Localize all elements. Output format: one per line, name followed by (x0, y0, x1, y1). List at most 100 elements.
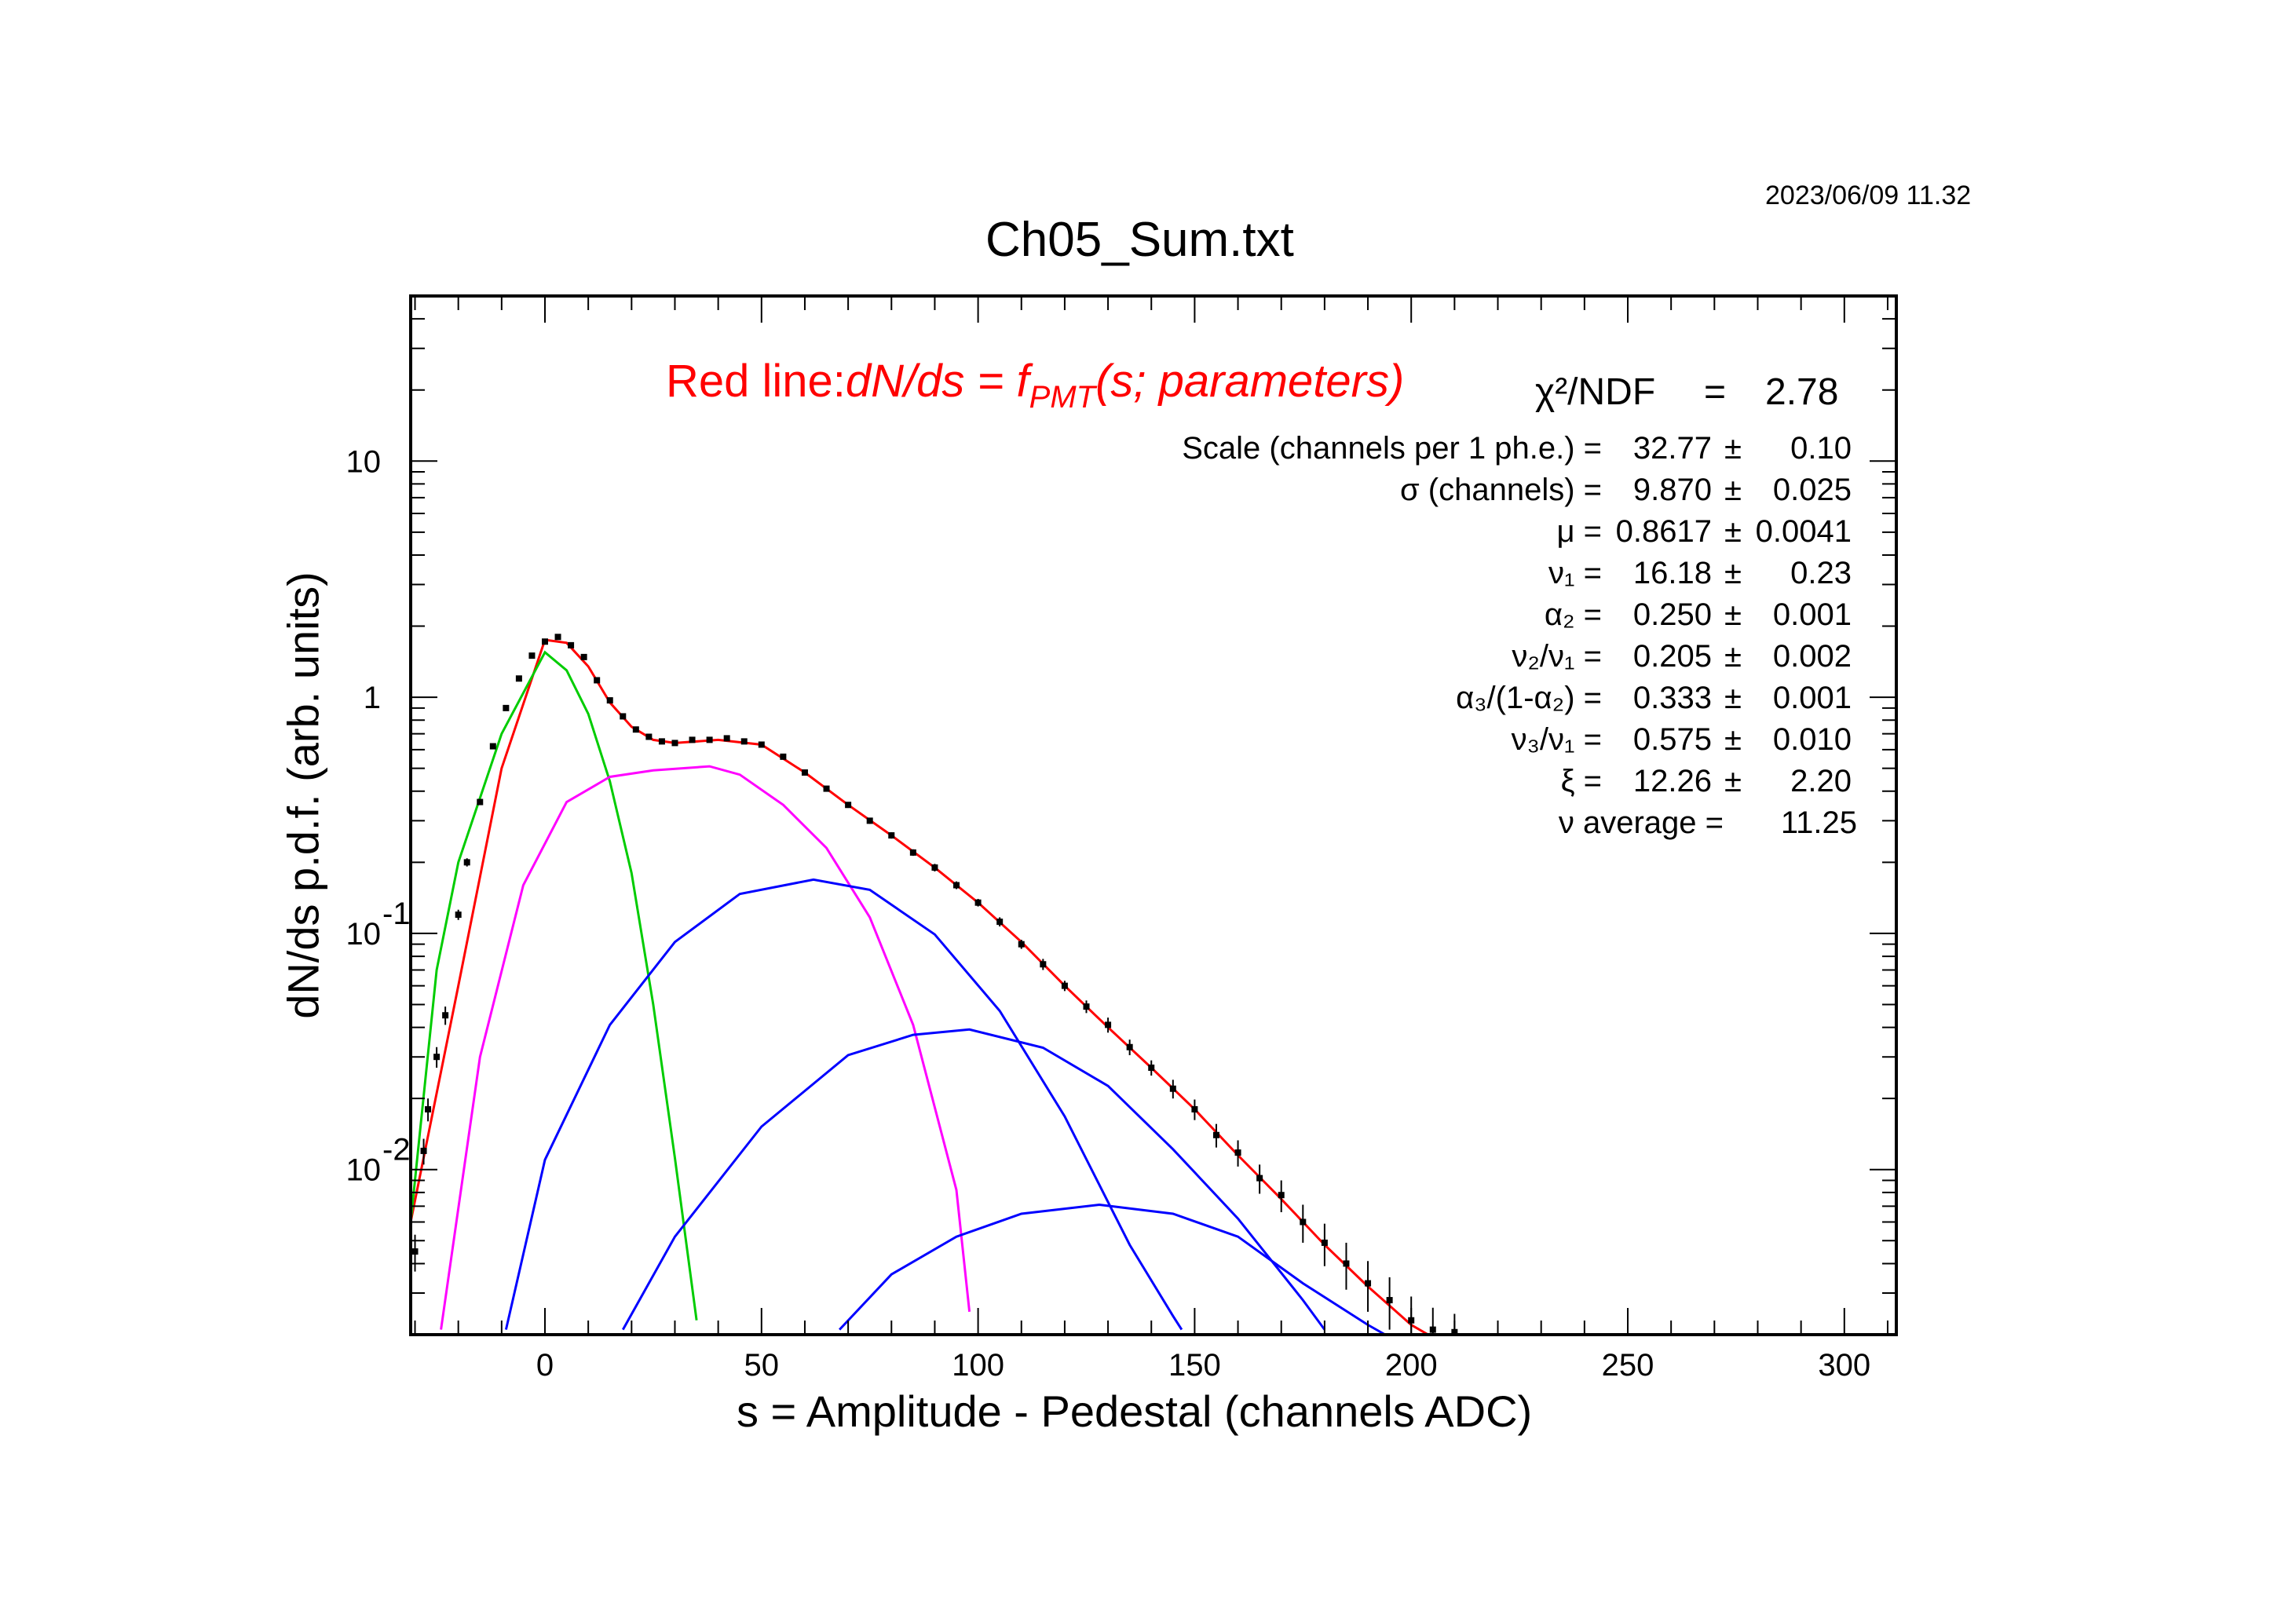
param-name: ν₃/ν₁ = (1512, 722, 1602, 757)
data-point (1343, 1260, 1350, 1267)
y-tick-exponent: -1 (382, 897, 411, 931)
param-pm: ± (1724, 681, 1742, 715)
data-point (1040, 961, 1047, 968)
param-value: 0.333 (1633, 681, 1712, 715)
data-point (845, 802, 852, 809)
param-error: 0.025 (1773, 473, 1852, 507)
y-tick-label: 1 (364, 681, 381, 715)
data-point (568, 641, 575, 648)
data-point (1018, 941, 1025, 948)
data-point (541, 638, 548, 645)
data-point (1191, 1105, 1198, 1112)
param-value: 0.575 (1633, 722, 1712, 757)
data-point (931, 864, 938, 871)
data-point (1061, 982, 1068, 989)
data-point (1234, 1149, 1241, 1156)
data-point (1429, 1326, 1436, 1333)
param-name: ν₂/ν₁ = (1512, 639, 1602, 674)
data-point (420, 1147, 427, 1154)
data-point (974, 899, 982, 906)
param-name: ν average = (1559, 806, 1724, 840)
data-point (528, 652, 536, 659)
legend-formula: Red line:dN/ds = fPMT(s; parameters) (666, 356, 1404, 415)
data-point (689, 736, 696, 743)
param-value: 9.870 (1633, 473, 1712, 507)
param-value: 11.25 (1781, 806, 1857, 840)
data-point (580, 653, 587, 660)
fit-curve-3 (504, 878, 1183, 1331)
param-error: 0.002 (1773, 639, 1852, 674)
x-tick-label: 300 (1818, 1348, 1870, 1383)
param-name: α₂ = (1545, 597, 1602, 632)
data-point (1300, 1218, 1307, 1226)
param-error: 0.001 (1773, 681, 1852, 715)
data-point (463, 859, 470, 866)
legend-suffix: (s; parameters) (1095, 356, 1404, 407)
y-tick-exponent: -2 (382, 1133, 411, 1167)
data-point (433, 1054, 441, 1061)
y-tick-label: 10 (346, 1153, 382, 1188)
data-point (620, 713, 627, 720)
data-point (645, 733, 653, 740)
fit-curve-4 (621, 1028, 1326, 1331)
data-point (1386, 1297, 1393, 1304)
data-point (780, 753, 787, 760)
data-point (671, 740, 678, 747)
param-name: Scale (channels per 1 ph.e.) = (1182, 431, 1602, 466)
data-point (515, 675, 522, 682)
data-point (1212, 1131, 1219, 1138)
param-value: 0.8617 (1616, 514, 1712, 549)
data-point (801, 769, 808, 776)
data-point (477, 798, 484, 806)
param-value: 0.205 (1633, 639, 1712, 674)
data-point (1126, 1043, 1133, 1050)
data-point (1321, 1239, 1328, 1246)
param-pm: ± (1724, 597, 1742, 632)
data-point (1105, 1021, 1112, 1028)
fit-curve-0 (411, 638, 1431, 1335)
data-point (455, 911, 462, 919)
param-error: 0.10 (1790, 431, 1852, 466)
legend-prefix: Red line: (666, 356, 846, 407)
data-point (1169, 1085, 1176, 1092)
param-error: 2.20 (1790, 764, 1852, 798)
data-point (866, 817, 873, 824)
data-point (740, 738, 748, 745)
data-point (909, 849, 916, 856)
param-error: 0.001 (1773, 597, 1852, 632)
y-tick-label: 10 (346, 917, 382, 952)
x-tick-label: 150 (1168, 1348, 1221, 1383)
param-error: 0.010 (1773, 722, 1852, 757)
data-point (1083, 1003, 1090, 1010)
param-pm: ± (1724, 556, 1742, 590)
data-point (953, 882, 960, 889)
data-point (706, 736, 713, 743)
axis-ticks (411, 295, 1896, 1335)
data-point (1365, 1280, 1372, 1287)
data-point (1148, 1064, 1155, 1071)
data-point (996, 919, 1004, 926)
data-point (1278, 1192, 1285, 1199)
fit-curve-5 (839, 1203, 1386, 1335)
param-value: 32.77 (1633, 431, 1712, 466)
data-point (823, 785, 830, 792)
legend-subscript: PMT (1029, 380, 1098, 415)
chi2-value: 2.78 (1765, 371, 1838, 413)
data-points (411, 634, 1458, 1335)
chart-title: Ch05_Sum.txt (985, 213, 1294, 267)
legend-formula-main: dN/ds = f (846, 356, 1034, 407)
timestamp: 2023/06/09 11.32 (1765, 181, 1972, 210)
param-name: ξ = (1561, 764, 1602, 798)
data-point (489, 743, 496, 750)
data-point (758, 741, 765, 748)
param-pm: ± (1724, 431, 1742, 466)
data-point (554, 634, 561, 641)
param-pm: ± (1724, 514, 1742, 549)
x-axis-label: s = Amplitude - Pedestal (channels ADC) (737, 1386, 1533, 1436)
param-value: 12.26 (1633, 764, 1712, 798)
data-point (442, 1012, 449, 1019)
chi2-equals: = (1704, 371, 1726, 413)
param-value: 16.18 (1633, 556, 1712, 590)
param-pm: ± (1724, 473, 1742, 507)
